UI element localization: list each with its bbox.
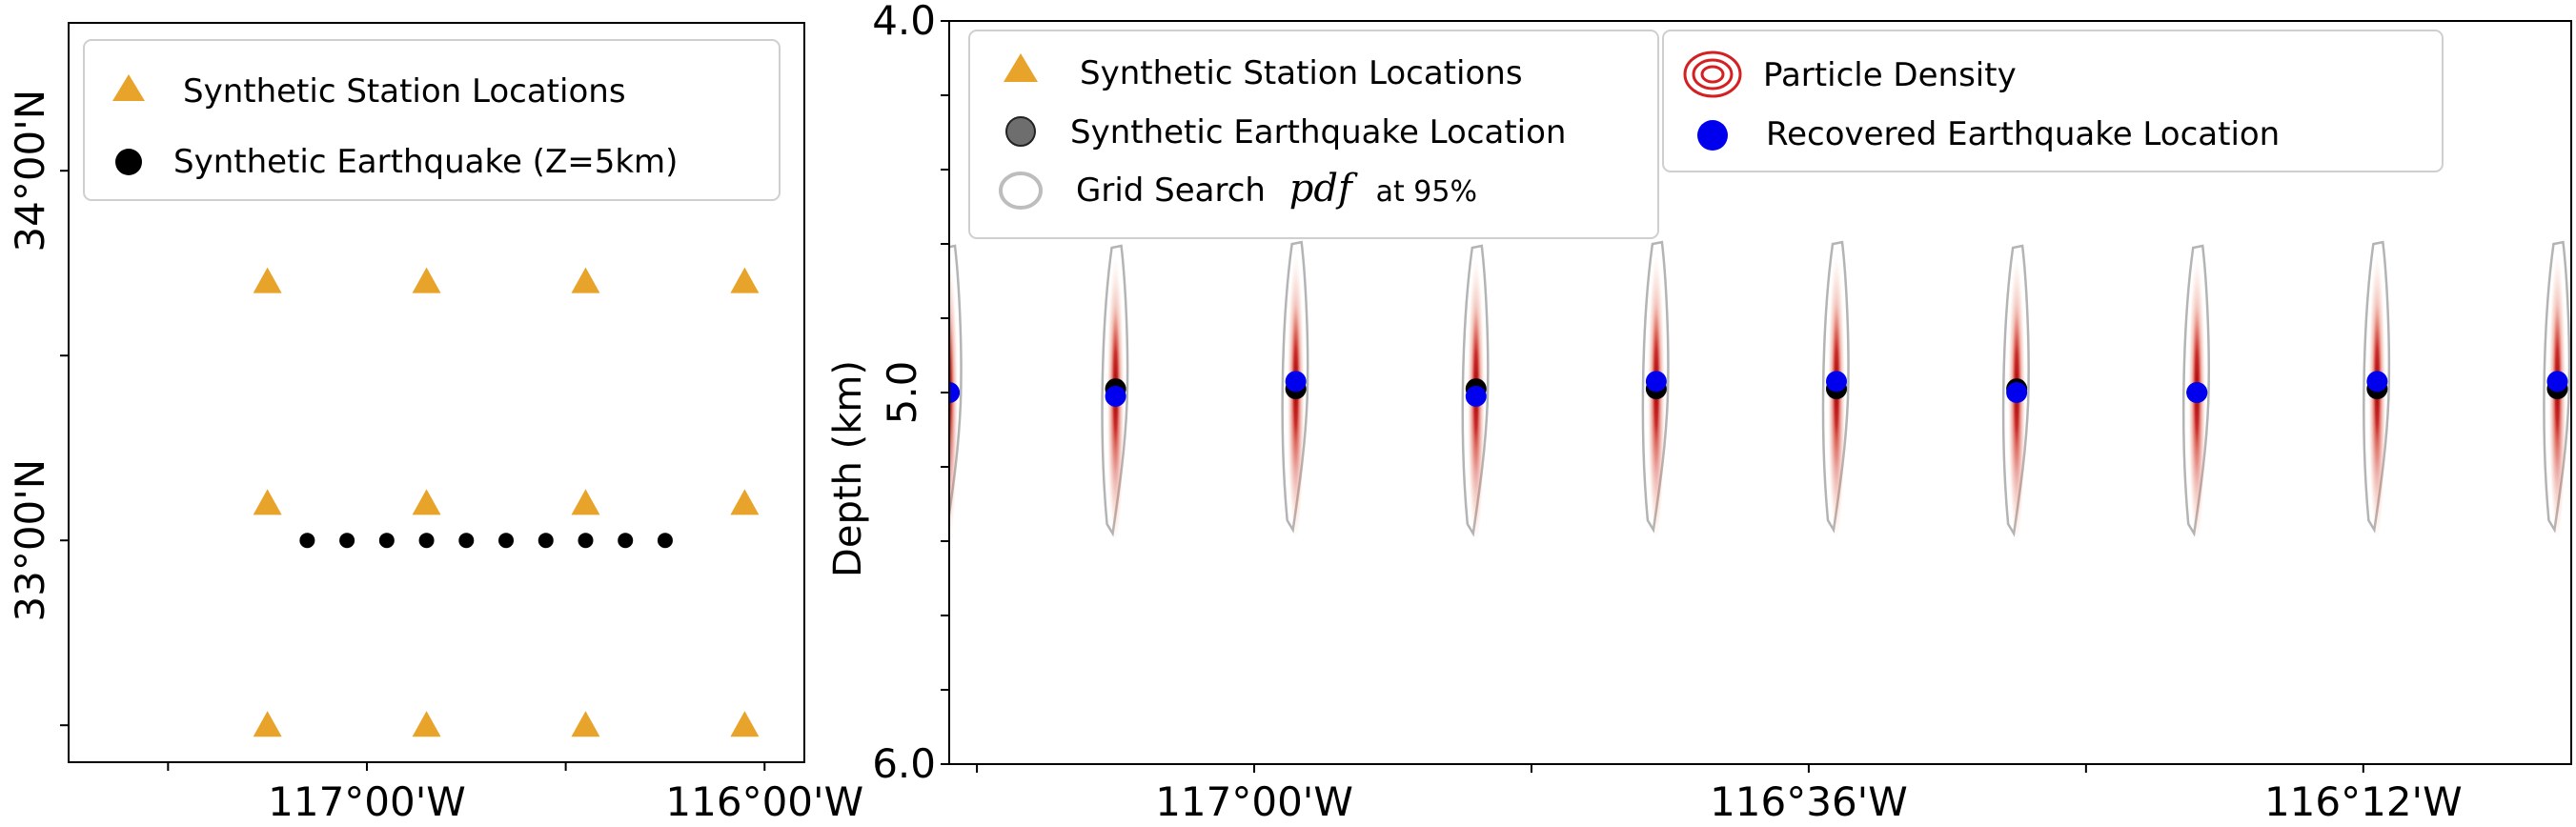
map-y-tick-label: 33°00'N xyxy=(7,459,53,622)
depth-legend-grid-pdf: pdf xyxy=(1289,167,1358,211)
recovered-earthquake-location-marker xyxy=(1285,371,1307,393)
recovered-earthquake-location-marker xyxy=(2006,382,2028,403)
depth-legend-recovered-marker xyxy=(1697,120,1728,151)
synthetic-earthquake-marker xyxy=(418,533,435,549)
depth-legend-station-label: Synthetic Station Locations xyxy=(1080,54,1523,92)
synthetic-earthquake-marker xyxy=(657,533,673,549)
synthetic-earthquake-marker xyxy=(498,533,515,549)
depth-y-tick-label: 5.0 xyxy=(879,361,925,425)
map-marks xyxy=(253,267,760,737)
depth-legend-left-box xyxy=(968,30,1659,239)
recovered-earthquake-location-marker xyxy=(949,382,960,403)
recovered-earthquake-location-marker xyxy=(2366,371,2388,393)
station-marker xyxy=(253,489,282,515)
depth-x-tick-label: 117°00'W xyxy=(1155,778,1353,825)
depth-legend-right: Particle Density Recovered Earthquake Lo… xyxy=(1662,30,2444,172)
depth-legend-density-label: Particle Density xyxy=(1763,56,2017,94)
recovered-earthquake-location-marker xyxy=(1465,385,1487,407)
synthetic-earthquake-marker xyxy=(578,533,594,549)
depth-y-tick-label: 4.0 xyxy=(872,0,936,44)
depth-legend-eq-label: Synthetic Earthquake Location xyxy=(1070,113,1566,151)
station-marker xyxy=(571,489,600,515)
depth-legend-station-marker xyxy=(1004,53,1038,82)
depth-legend-right-box xyxy=(1662,30,2444,172)
depth-x-tick-label: 116°36'W xyxy=(1710,778,1908,825)
map-legend-station-label: Synthetic Station Locations xyxy=(183,72,626,111)
synthetic-earthquake-marker xyxy=(339,533,355,549)
recovered-earthquake-location-marker xyxy=(1645,371,1667,393)
synthetic-earthquake-marker xyxy=(458,533,475,549)
station-marker xyxy=(412,711,441,737)
depth-legend-left: Synthetic Station Locations Synthetic Ea… xyxy=(968,30,1659,239)
synthetic-earthquake-marker xyxy=(618,533,634,549)
station-marker xyxy=(730,711,760,737)
station-marker xyxy=(253,267,282,293)
station-marker xyxy=(730,267,760,293)
depth-axis-label: Depth (km) xyxy=(826,360,870,577)
recovered-earthquake-location-marker xyxy=(2546,371,2568,393)
depth-y-tick-label: 6.0 xyxy=(872,740,936,787)
depth-axes: 117°00'W 116°36'W 116°12'W 4.0 5.0 6.0 xyxy=(872,0,2462,825)
depth-legend-grid-marker xyxy=(999,171,1043,210)
map-x-tick-label: 117°00'W xyxy=(268,778,466,825)
synthetic-earthquake-marker xyxy=(378,533,395,549)
recovered-earthquake-location-marker xyxy=(2186,382,2208,403)
station-marker xyxy=(730,489,760,515)
depth-legend-recovered-label: Recovered Earthquake Location xyxy=(1766,115,2280,153)
depth-x-tick-label: 116°12'W xyxy=(2264,778,2463,825)
station-marker xyxy=(571,267,600,293)
depth-legend-eq-marker xyxy=(1005,116,1036,147)
depth-legend-density-marker xyxy=(1683,50,1742,98)
recovered-earthquake-location-marker xyxy=(1826,371,1848,393)
map-panel: 117°00'W 116°00'W 33°00'N 34°00'N Synthetic… xyxy=(7,22,863,825)
map-legend-box xyxy=(83,39,781,201)
station-marker xyxy=(571,711,600,737)
map-legend-eq-label: Synthetic Earthquake (Z=5km) xyxy=(173,143,678,181)
map-legend-eq-marker xyxy=(115,149,142,175)
station-marker xyxy=(253,711,282,737)
station-marker xyxy=(412,489,441,515)
recovered-earthquake-location-marker xyxy=(1105,385,1126,407)
synthetic-earthquake-marker xyxy=(299,533,315,549)
map-y-tick-label: 34°00'N xyxy=(7,90,53,252)
map-legend-station-marker xyxy=(112,74,145,101)
station-marker xyxy=(412,267,441,293)
map-legend: Synthetic Station Locations Synthetic Ea… xyxy=(83,39,781,201)
depth-legend-grid-label: Grid Search pdf at 95% xyxy=(1076,167,1477,211)
synthetic-earthquake-marker xyxy=(538,533,554,549)
depth-marks xyxy=(949,240,2571,543)
depth-legend-grid-prefix: Grid Search xyxy=(1076,171,1266,210)
depth-panel: 117°00'W 116°36'W 116°12'W 4.0 5.0 6.0 Depth … xyxy=(826,0,2572,825)
map-x-tick-label: 116°00'W xyxy=(665,778,863,825)
map-frame xyxy=(68,22,805,763)
depth-legend-grid-suffix: at 95% xyxy=(1376,175,1477,209)
map-axes: 117°00'W 116°00'W 33°00'N 34°00'N xyxy=(7,90,863,825)
